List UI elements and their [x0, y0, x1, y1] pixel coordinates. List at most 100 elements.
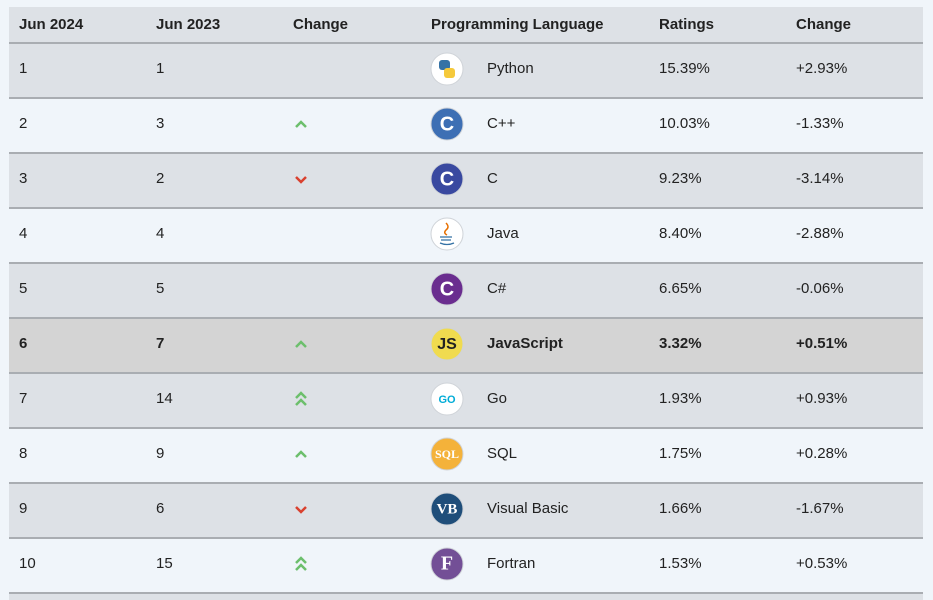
trend-up-icon	[295, 563, 307, 571]
logo-text: JS	[437, 336, 457, 353]
table-row: 5 5 C# 6.65% -0.06% C	[9, 264, 923, 319]
language-logo	[430, 217, 464, 251]
table-row: 7 14 Go 1.93% +0.93% GO	[9, 374, 923, 429]
rank-2024: 1	[19, 60, 27, 77]
logo-shape	[439, 236, 455, 246]
rating: 1.75%	[659, 445, 702, 462]
row-background	[9, 539, 923, 593]
row-background	[9, 99, 923, 153]
table-row: 8 9 SQL 1.75% +0.28% SQL	[9, 429, 923, 484]
rank-2023: 5	[156, 280, 164, 297]
row-background	[9, 264, 923, 318]
language-logo	[430, 382, 464, 416]
language-name: SQL	[487, 445, 517, 462]
language-logo	[430, 492, 464, 526]
language-logo	[430, 437, 464, 471]
rating: 9.23%	[659, 170, 702, 187]
trend-up-icon	[295, 398, 307, 406]
logo-shape	[444, 68, 455, 78]
rank-2023: 9	[156, 445, 164, 462]
table-row: 6 7 JavaScript 3.32% +0.51% JS	[9, 319, 923, 374]
rating-change: +0.53%	[796, 555, 847, 572]
rating: 15.39%	[659, 60, 710, 77]
logo-text: GO	[438, 394, 456, 406]
header-cell: Change	[796, 16, 851, 33]
rating-change: -1.67%	[796, 500, 844, 517]
rating-change: +0.28%	[796, 445, 847, 462]
rating-change: -2.88%	[796, 225, 844, 242]
row-background	[9, 374, 923, 428]
language-name: Fortran	[487, 555, 535, 572]
row-background	[9, 44, 923, 98]
row-background	[9, 429, 923, 483]
rank-2024: 5	[19, 280, 27, 297]
logo-text: C	[440, 278, 454, 300]
trend-up-icon	[295, 340, 307, 348]
rank-2024: 8	[19, 445, 27, 462]
rank-2024: 10	[19, 555, 36, 572]
logo-text: SQL	[435, 447, 459, 461]
rank-2023: 2	[156, 170, 164, 187]
rank-2023: 15	[156, 555, 173, 572]
rating-change: +2.93%	[796, 60, 847, 77]
rank-2024: 9	[19, 500, 27, 517]
row-background	[9, 484, 923, 538]
logo-text: F	[441, 553, 453, 575]
rank-2024: 4	[19, 225, 27, 242]
header-cell: Jun 2023	[156, 16, 220, 33]
language-logo	[430, 162, 464, 196]
rating: 8.40%	[659, 225, 702, 242]
rating-change: -3.14%	[796, 170, 844, 187]
language-logo	[430, 107, 464, 141]
table-row: 1 1 Python 15.39% +2.93%	[9, 44, 923, 99]
language-name: C	[487, 170, 498, 187]
trend-up-icon	[295, 450, 307, 458]
rank-2023: 4	[156, 225, 164, 242]
table-row: 9 6 Visual Basic 1.66% -1.67% VB	[9, 484, 923, 539]
table-row: 3 2 C 9.23% -3.14% C	[9, 154, 923, 209]
language-logo	[430, 547, 464, 581]
header-cell: Ratings	[659, 16, 714, 33]
logo-text: C	[440, 113, 454, 135]
rank-2023: 3	[156, 115, 164, 132]
header-background	[9, 7, 923, 43]
logo-text: C	[440, 168, 454, 190]
language-name: Java	[487, 225, 519, 242]
language-name: Go	[487, 390, 507, 407]
row-background	[9, 154, 923, 208]
header-cell: Jun 2024	[19, 16, 84, 33]
logo-text: VB	[437, 501, 458, 517]
next-row	[9, 593, 923, 600]
rating-change: -1.33%	[796, 115, 844, 132]
rating: 6.65%	[659, 280, 702, 297]
rank-2024: 2	[19, 115, 27, 132]
rating: 1.93%	[659, 390, 702, 407]
rank-2024: 3	[19, 170, 27, 187]
rating-change: -0.06%	[796, 280, 844, 297]
language-logo	[430, 327, 464, 361]
language-name: C++	[487, 115, 516, 132]
row-background	[9, 319, 923, 373]
rating: 3.32%	[659, 335, 702, 352]
language-name: Visual Basic	[487, 500, 569, 517]
rank-2023: 6	[156, 500, 164, 517]
trend-up-icon	[295, 120, 307, 128]
trend-up-icon	[295, 556, 307, 564]
rating: 1.53%	[659, 555, 702, 572]
header-row: Jun 2024 Jun 2023 Change Programming Langua…	[19, 16, 851, 33]
rating-change: +0.93%	[796, 390, 847, 407]
language-name: Python	[487, 60, 534, 77]
rank-2023: 1	[156, 60, 164, 77]
table-row: 10 15 Fortran 1.53% +0.53% F	[9, 539, 923, 594]
table-row: 2 3 C++ 10.03% -1.33% C	[9, 99, 923, 154]
trend-down-icon	[295, 506, 307, 514]
rating-change: +0.51%	[796, 335, 847, 352]
logo-shape	[443, 222, 449, 236]
rating: 1.66%	[659, 500, 702, 517]
rating: 10.03%	[659, 115, 710, 132]
table-row: 4 4 Java 8.40% -2.88%	[9, 209, 923, 264]
trend-up-icon	[295, 391, 307, 399]
rank-2023: 7	[156, 335, 164, 352]
